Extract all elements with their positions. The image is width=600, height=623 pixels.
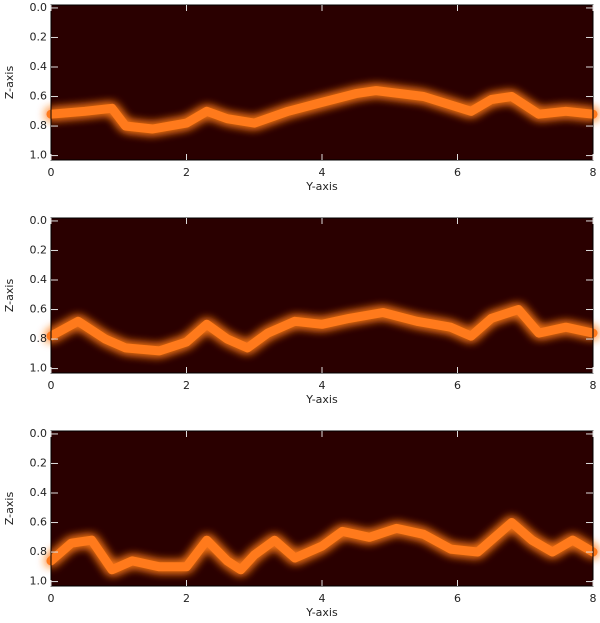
y-tick-label: 1.0	[30, 575, 48, 588]
y-tick-label: 0.8	[30, 119, 48, 132]
x-tick-label: 8	[590, 592, 597, 605]
x-tick-label: 0	[48, 379, 55, 392]
y-tick-label: 0.8	[30, 332, 48, 345]
y-tick-label: 0.2	[30, 456, 48, 469]
y-axis-label: Z-axis	[3, 492, 16, 526]
ridge-line	[46, 518, 598, 575]
x-axis-label: Y-axis	[305, 180, 338, 193]
x-tick-label: 8	[590, 379, 597, 392]
y-tick-label: 0.4	[30, 486, 48, 499]
x-tick-label: 2	[183, 379, 190, 392]
y-tick-label: 0.0	[30, 1, 48, 14]
x-tick-label: 4	[319, 379, 326, 392]
x-tick-label: 0	[48, 166, 55, 179]
x-axis-label: Y-axis	[305, 606, 338, 619]
y-tick-label: 0.6	[30, 303, 48, 316]
x-tick-label: 6	[454, 379, 461, 392]
ridge-line	[46, 305, 598, 356]
y-tick-label: 0.2	[30, 243, 48, 256]
x-tick-label: 8	[590, 166, 597, 179]
y-tick-label: 0.0	[30, 214, 48, 227]
x-tick-label: 4	[319, 166, 326, 179]
y-tick-label: 1.0	[30, 362, 48, 375]
y-tick-label: 0.6	[30, 90, 48, 103]
y-tick-label: 1.0	[30, 149, 48, 162]
x-tick-label: 6	[454, 166, 461, 179]
x-tick-label: 6	[454, 592, 461, 605]
y-tick-label: 0.4	[30, 273, 48, 286]
y-tick-label: 0.0	[30, 427, 48, 440]
x-tick-label: 0	[48, 592, 55, 605]
x-tick-label: 2	[183, 166, 190, 179]
plot-background	[51, 5, 593, 160]
y-axis-label: Z-axis	[3, 66, 16, 100]
y-tick-label: 0.4	[30, 60, 48, 73]
ridge-line	[46, 86, 598, 134]
y-axis-label: Z-axis	[3, 279, 16, 313]
y-tick-label: 0.8	[30, 545, 48, 558]
y-tick-label: 0.2	[30, 30, 48, 43]
x-tick-label: 4	[319, 592, 326, 605]
x-tick-label: 2	[183, 592, 190, 605]
x-axis-label: Y-axis	[305, 393, 338, 406]
y-tick-label: 0.6	[30, 516, 48, 529]
